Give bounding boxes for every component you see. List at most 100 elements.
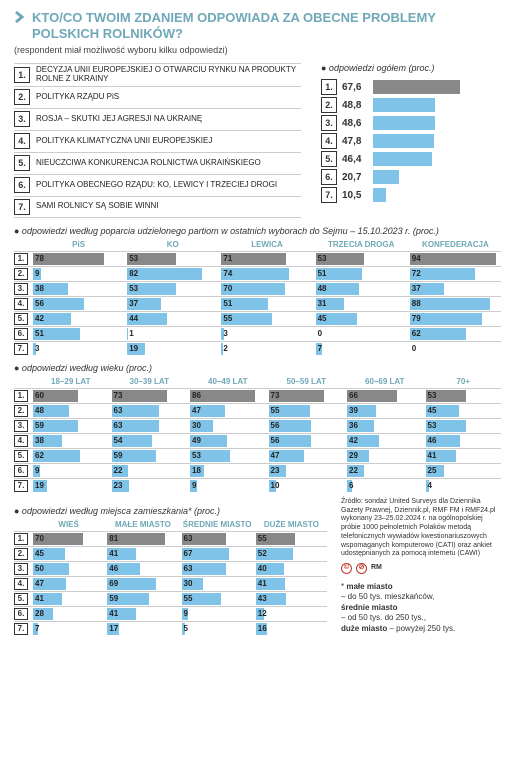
cell: 41 — [107, 608, 178, 620]
row-number: 2. — [14, 405, 28, 417]
column-header: DUŻE MIASTO — [256, 520, 327, 529]
table-row: 6. 28 41 9 — [14, 606, 327, 620]
cell: 12 — [256, 608, 327, 620]
cell: 3 — [33, 343, 124, 355]
cell: 53 — [127, 283, 218, 295]
cell: 9 — [33, 465, 109, 477]
cell-value: 9 — [35, 268, 39, 280]
cell-value: 72 — [412, 268, 421, 280]
cell: 74 — [221, 268, 312, 280]
cell: 42 — [33, 313, 124, 325]
cell-value: 63 — [184, 563, 193, 575]
overall-heading: ● odpowiedzi ogółem (proc.) — [321, 63, 501, 73]
cell-value: 53 — [129, 253, 138, 265]
notes-block: * małe miasto – do 50 tys. mieszkańców, … — [341, 582, 501, 634]
row-number: 5. — [14, 313, 28, 325]
cell: 78 — [33, 253, 124, 265]
cell: 55 — [269, 405, 345, 417]
cell: 51 — [221, 298, 312, 310]
overall-row: 1. 67,6 — [321, 79, 501, 95]
cell-value: 73 — [271, 390, 280, 402]
source-block: Źródło: sondaż United Surveys dla Dzienn… — [341, 498, 501, 636]
cell: 30 — [190, 420, 266, 432]
cell-value: 69 — [109, 578, 118, 590]
option-row: 4. POLITYKA KLIMATYCZNA UNII EUROPEJSKIE… — [14, 130, 301, 152]
cell-value: 43 — [258, 593, 267, 605]
cell-value: 42 — [35, 313, 44, 325]
cell: 50 — [33, 563, 104, 575]
bar — [410, 253, 496, 265]
cell-value: 53 — [129, 283, 138, 295]
cell: 67 — [182, 548, 253, 560]
cell: 59 — [112, 450, 188, 462]
by-place-table: WIEŚMAŁE MIASTOŚREDNIE MIASTODUŻE MIASTO… — [14, 520, 327, 635]
cc-icon: © — [341, 563, 352, 574]
cell-value: 16 — [258, 623, 267, 635]
cell: 94 — [410, 253, 501, 265]
row-number: 4. — [14, 298, 28, 310]
cell-value: 12 — [258, 608, 267, 620]
cell: 1 — [127, 328, 218, 340]
cell: 70 — [33, 533, 104, 545]
cell-value: 52 — [258, 548, 267, 560]
cell: 9 — [182, 608, 253, 620]
table-row: 3. 59 63 30 — [14, 418, 501, 432]
cell: 55 — [182, 593, 253, 605]
option-label: NIEUCZCIWA KONKURENCJA ROLNICTWA UKRAIŃS… — [36, 159, 261, 168]
cell: 9 — [33, 268, 124, 280]
table-row: 5. 41 59 55 — [14, 591, 327, 605]
cell-value: 63 — [114, 420, 123, 432]
cell: 9 — [190, 480, 266, 492]
table-row: 6. 51 1 3 — [14, 326, 501, 340]
option-number: 4. — [14, 133, 30, 149]
cell: 7 — [33, 623, 104, 635]
option-label: POLITYKA KLIMATYCZNA UNII EUROPEJSKIEJ — [36, 137, 212, 146]
cell-value: 59 — [114, 450, 123, 462]
cell-value: 47 — [35, 578, 44, 590]
column-header: WIEŚ — [33, 520, 104, 529]
column-header: 50–59 LAT — [269, 377, 345, 386]
cell-value: 17 — [109, 623, 118, 635]
cell: 37 — [410, 283, 501, 295]
cell: 2 — [221, 343, 312, 355]
cell-value: 53 — [428, 390, 437, 402]
row-number: 7. — [321, 187, 337, 203]
cell: 86 — [190, 390, 266, 402]
cell: 71 — [221, 253, 312, 265]
cell-value: 71 — [223, 253, 232, 265]
column-header: PiS — [33, 240, 124, 249]
row-number: 7. — [14, 343, 28, 355]
table-row: 2. 9 82 74 — [14, 266, 501, 280]
column-header: 40–49 LAT — [190, 377, 266, 386]
cell: 56 — [33, 298, 124, 310]
bar — [373, 152, 432, 166]
row-number: 7. — [14, 480, 28, 492]
row-number: 1. — [14, 253, 28, 265]
cell-value: 49 — [192, 435, 201, 447]
cell: 62 — [410, 328, 501, 340]
cell: 47 — [190, 405, 266, 417]
cell: 53 — [127, 253, 218, 265]
cell: 43 — [256, 593, 327, 605]
cell: 45 — [316, 313, 407, 325]
overall-row: 2. 48,8 — [321, 97, 501, 113]
row-value: 48,6 — [342, 118, 368, 129]
cell-value: 28 — [35, 608, 44, 620]
cell-value: 86 — [192, 390, 201, 402]
table-row: 1. 70 81 63 — [14, 531, 327, 545]
cell-value: 25 — [428, 465, 437, 477]
cell-value: 66 — [349, 390, 358, 402]
cell: 19 — [127, 343, 218, 355]
cell: 63 — [112, 420, 188, 432]
row-number: 5. — [14, 450, 28, 462]
cell: 0 — [410, 343, 501, 355]
row-number: 7. — [14, 623, 28, 635]
cell: 53 — [316, 253, 407, 265]
cell-value: 38 — [35, 283, 44, 295]
cell: 31 — [316, 298, 407, 310]
cell-value: 22 — [114, 465, 123, 477]
cell-value: 3 — [35, 343, 39, 355]
cell-value: 4 — [428, 480, 432, 492]
cell-value: 45 — [318, 313, 327, 325]
cell-value: 55 — [258, 533, 267, 545]
